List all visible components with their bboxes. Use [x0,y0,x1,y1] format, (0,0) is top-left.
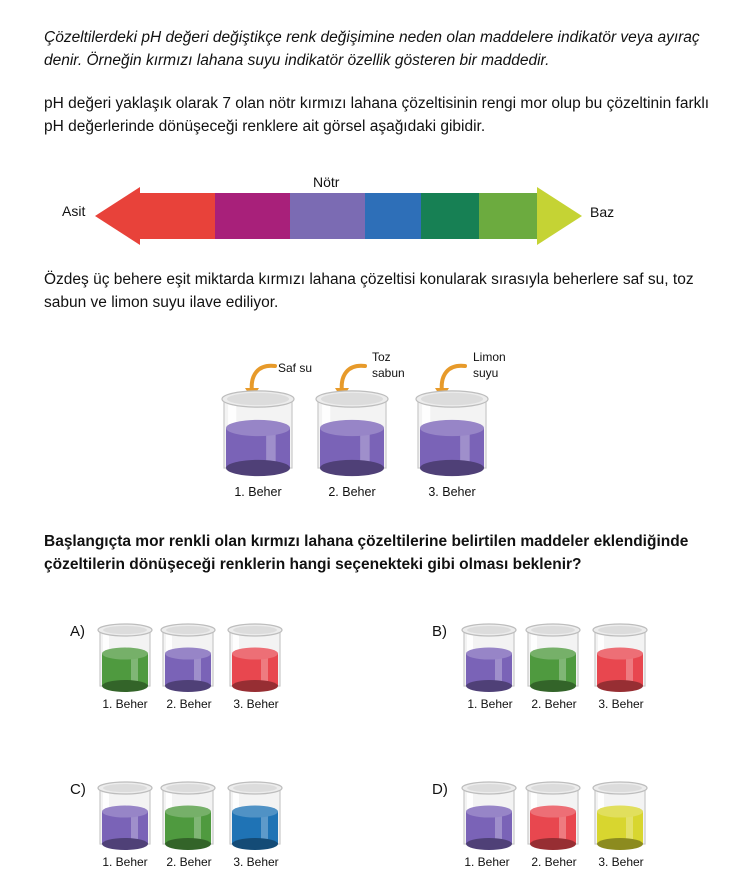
option-a-beaker-3 [227,623,283,692]
scale-arrow-left [95,187,140,245]
option-a-label-1: 1. Beher [102,697,148,711]
question-text: Başlangıçta mor renkli olan kırmızı laha… [44,533,689,573]
ph-scale-bar [95,187,582,245]
option-c-label-1: 1. Beher [102,855,148,869]
arrow-3 [439,363,467,394]
option-c-beaker-1 [97,781,153,850]
scale-arrow-right [537,187,582,245]
option-c-label-2: 2. Beher [166,855,212,869]
option-d-beaker-3 [592,781,648,850]
added-2-line1: Toz [372,350,391,364]
arrow-2 [339,363,367,394]
added-3-line1: Limon [473,350,506,364]
scale-segment-5 [365,193,421,239]
option-d-beaker-2 [525,781,581,850]
option-c-letter: C) [70,781,86,798]
beaker-label-3: 3. Beher [428,485,476,499]
setup-paragraph: Özdeş üç behere eşit miktarda kırmızı la… [44,271,694,311]
option-d-label-1: 1. Beher [464,855,510,869]
main-beakers-graphic [221,390,489,477]
beaker-3 [415,390,489,477]
added-3-line2: suyu [473,366,499,380]
option-b-label-3: 3. Beher [598,697,644,711]
option-a-label-3: 3. Beher [233,697,279,711]
scale-label-base: Baz [590,204,615,220]
beaker-label-1: 1. Beher [234,485,282,499]
scale-segment-2 [140,193,215,239]
option-c-label-3: 3. Beher [233,855,279,869]
scale-segment-7 [479,193,537,239]
option-b-letter: B) [432,623,447,640]
option-b-label-1: 1. Beher [467,697,513,711]
option-b-beaker-1 [461,623,517,692]
option-d-label-2: 2. Beher [531,855,577,869]
description-paragraph: pH değeri yaklaşık olarak 7 olan nötr kı… [44,95,710,135]
option-a-beaker-2 [160,623,216,692]
scale-segment-4 [290,193,365,239]
option-b-beaker-2 [525,623,581,692]
option-b-beaker-3 [592,623,648,692]
option-c-beaker-3 [227,781,283,850]
beaker-1 [221,390,295,477]
option-a-letter: A) [70,623,85,640]
scale-segment-6 [421,193,479,239]
beaker-2 [315,390,389,477]
option-c-beaker-2 [160,781,216,850]
option-d-label-3: 3. Beher [598,855,644,869]
beaker-label-2: 2. Beher [328,485,376,499]
option-a-beaker-1 [97,623,153,692]
scale-label-neutral: Nötr [313,174,340,190]
intro-paragraph: Çözeltilerdeki pH değeri değiştikçe renk… [44,29,700,69]
option-d-beaker-1 [461,781,517,850]
added-2-line2: sabun [372,366,405,380]
scale-segment-3 [215,193,290,239]
option-a-label-2: 2. Beher [166,697,212,711]
added-1-line1: Saf su [278,361,313,375]
option-b-label-2: 2. Beher [531,697,577,711]
arrow-1 [249,363,277,394]
option-d-letter: D) [432,781,448,798]
scale-label-acid: Asit [62,203,86,219]
